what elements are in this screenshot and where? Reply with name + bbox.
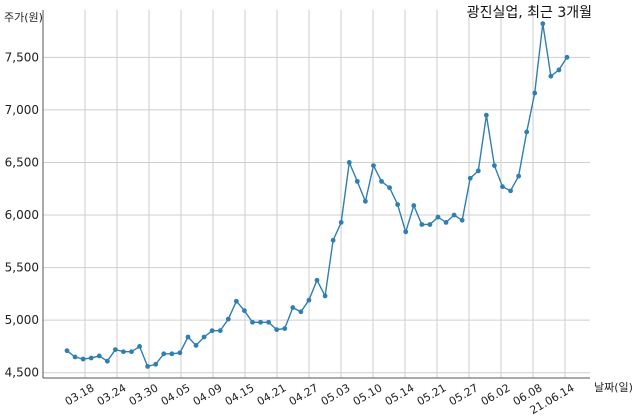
data-point: [516, 173, 522, 179]
data-point: [161, 351, 167, 357]
data-point: [508, 188, 513, 194]
data-point: [483, 112, 489, 118]
data-point: [475, 168, 481, 174]
x-tick-label: 04.15: [223, 381, 257, 408]
x-tick-layer: 03.1803.2403.3004.0504.0904.1504.2104.27…: [63, 381, 577, 417]
data-point: [395, 202, 401, 207]
data-point: [145, 364, 151, 369]
data-point: [209, 328, 215, 334]
x-tick-label: 04.05: [159, 381, 193, 408]
data-point: [411, 203, 417, 208]
data-point: [233, 298, 239, 304]
y-tick-label: 5,000: [5, 313, 39, 327]
data-point: [371, 163, 376, 169]
data-point: [169, 351, 175, 357]
data-point: [556, 67, 562, 73]
data-point: [467, 175, 473, 181]
data-point: [354, 178, 360, 184]
data-point: [322, 293, 328, 299]
data-point: [306, 297, 312, 303]
x-axis-title: 날짜(일): [594, 380, 633, 394]
data-point: [112, 347, 118, 353]
data-point: [427, 222, 433, 227]
chart-title: 광진실업, 최근 3개월: [467, 5, 592, 21]
data-point: [298, 309, 304, 315]
data-point: [258, 319, 263, 325]
y-axis-title: 주가(원): [4, 11, 43, 24]
x-tick-label: 06.02: [479, 381, 513, 408]
data-point: [564, 54, 570, 60]
y-tick-label: 6,000: [5, 208, 39, 222]
data-point: [346, 160, 352, 165]
x-tick-label: 03.18: [63, 381, 97, 408]
data-point: [492, 163, 497, 169]
y-tick-label: 7,500: [5, 50, 39, 64]
x-tick-label: 03.30: [127, 381, 161, 408]
grid-layer: [43, 10, 590, 378]
series-line: [66, 23, 568, 368]
data-point: [64, 348, 70, 354]
data-point: [500, 184, 505, 190]
data-point: [96, 353, 102, 359]
data-point: [201, 334, 207, 340]
x-tick-label: 04.09: [191, 381, 225, 408]
data-point: [225, 316, 231, 322]
x-tick-label: 05.14: [383, 381, 417, 408]
y-tick-layer: 4,500 5,000 5,500 6,000 6,500 7,000 7,500: [5, 50, 39, 379]
data-point: [266, 319, 272, 325]
x-tick-label: 05.03: [319, 381, 353, 408]
y-tick-label: 7,000: [5, 103, 39, 117]
data-point: [338, 219, 344, 225]
data-point: [379, 178, 384, 184]
data-point: [540, 21, 546, 27]
data-point: [548, 73, 554, 79]
data-point: [459, 217, 465, 223]
data-point: [242, 308, 247, 314]
data-point: [250, 319, 255, 325]
data-point: [362, 198, 368, 204]
y-tick-label: 4,500: [5, 366, 39, 380]
data-point: [72, 354, 78, 360]
data-point: [121, 349, 126, 355]
data-point: [137, 344, 142, 349]
data-point: [80, 356, 86, 362]
data-point: [282, 326, 288, 331]
x-tick-label: 04.27: [287, 381, 321, 408]
data-point: [104, 358, 110, 364]
data-point: [185, 334, 191, 340]
data-point: [217, 328, 223, 334]
data-point: [443, 219, 449, 225]
data-point: [330, 237, 336, 243]
x-tick-label: 05.21: [415, 381, 449, 408]
data-point: [88, 355, 94, 361]
x-tick-label: 04.21: [255, 381, 289, 408]
x-tick-label: 05.10: [351, 381, 385, 408]
x-tick-label: 05.27: [447, 381, 481, 408]
y-tick-label: 5,500: [5, 261, 39, 275]
x-tick-label: 03.24: [95, 381, 129, 408]
data-point: [129, 349, 134, 355]
data-point: [387, 185, 392, 191]
data-point: [403, 229, 409, 235]
data-point: [451, 212, 457, 218]
axis-layer: [42, 10, 590, 379]
data-point: [419, 222, 425, 227]
data-point: [177, 350, 183, 356]
data-point: [193, 343, 199, 348]
data-point: [532, 90, 538, 96]
series-layer: [64, 21, 570, 369]
data-point: [314, 277, 320, 283]
data-point: [274, 327, 280, 333]
y-tick-label: 6,500: [5, 155, 39, 169]
data-point: [435, 214, 441, 220]
data-point: [524, 129, 530, 135]
data-point: [290, 305, 296, 310]
data-point: [153, 361, 159, 367]
